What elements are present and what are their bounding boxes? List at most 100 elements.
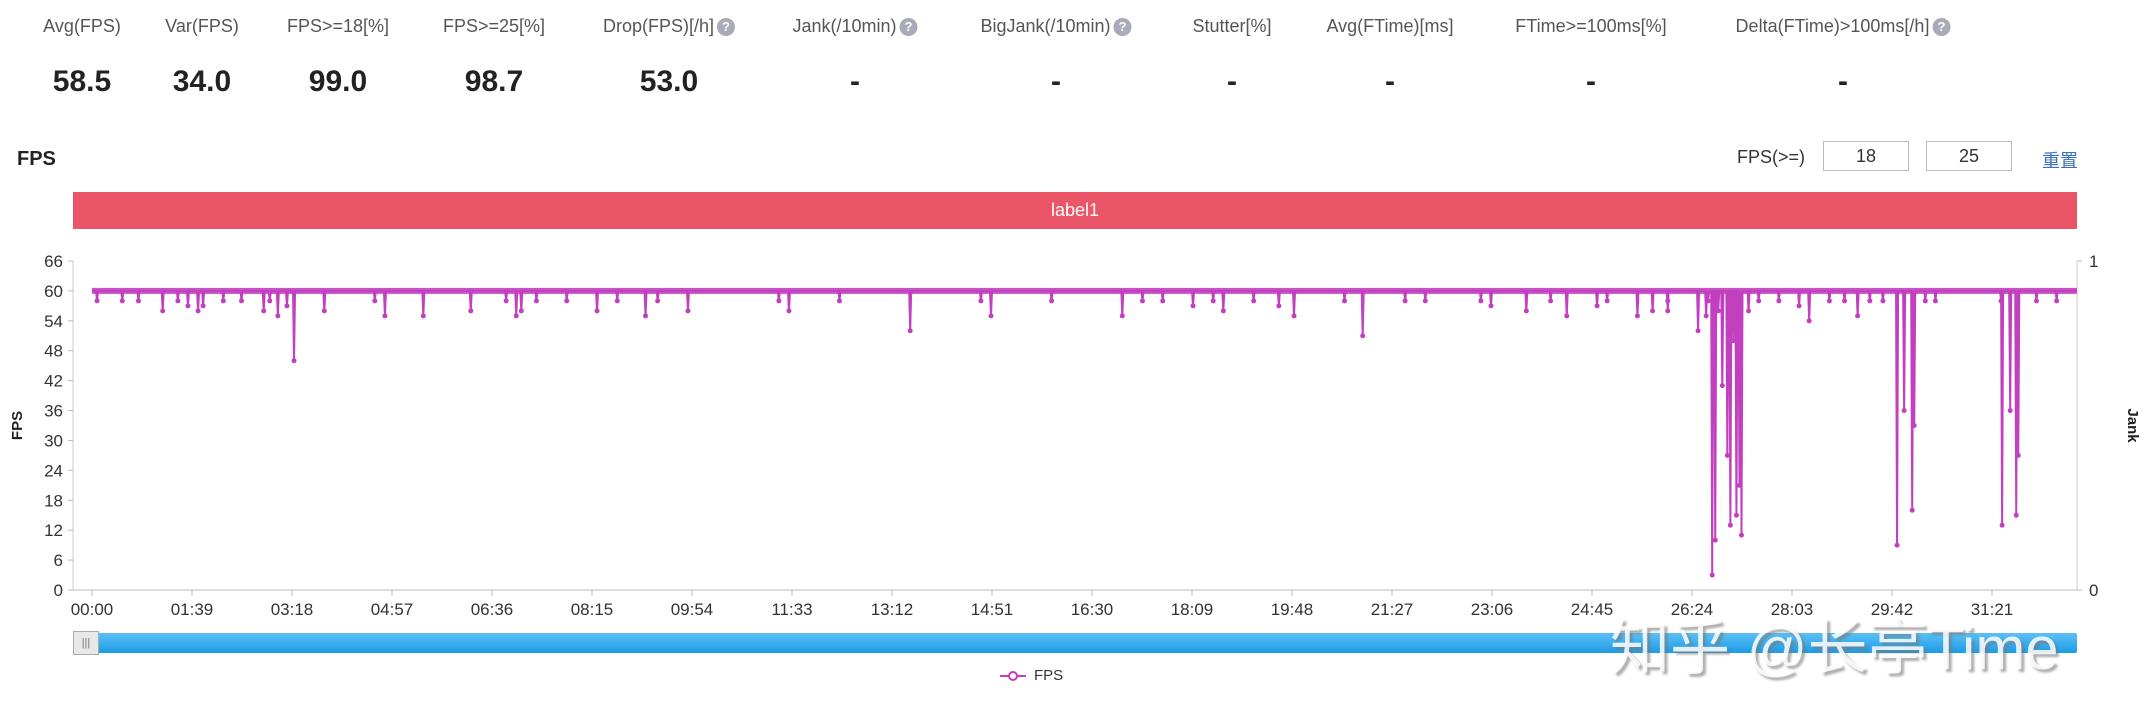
fps-point <box>564 298 570 304</box>
fps-point <box>1776 298 1782 304</box>
fps-point <box>1922 298 1928 304</box>
metric-value: - <box>1227 65 1237 98</box>
fps-point <box>1523 308 1529 314</box>
y-tick-label: 48 <box>44 342 63 361</box>
fps-point <box>1746 308 1752 314</box>
fps-point <box>321 308 327 314</box>
fps-point <box>655 298 661 304</box>
fps-point <box>1665 298 1671 304</box>
slider-handle[interactable]: ||| <box>73 631 99 655</box>
fps-point <box>1140 298 1146 304</box>
help-icon[interactable]: ? <box>1932 17 1951 36</box>
metric-9: FTime>=100ms[%] - <box>1515 16 1666 99</box>
metric-10: Delta(FTime)>100ms[/h]? - <box>1736 16 1951 99</box>
y-tick-label: 66 <box>44 252 63 271</box>
fps-point <box>119 298 125 304</box>
fps-point <box>94 298 100 304</box>
fps-point <box>1220 308 1226 314</box>
fps-point <box>1756 298 1762 304</box>
fps-point <box>372 298 378 304</box>
fps-point <box>1736 482 1742 488</box>
metric-label: Var(FPS) <box>165 16 239 37</box>
fps-point <box>1855 313 1861 319</box>
fps-point <box>1826 298 1832 304</box>
y-axis-title: FPS <box>9 411 26 440</box>
help-icon[interactable]: ? <box>1113 17 1132 36</box>
fps-point <box>1564 313 1570 319</box>
metric-1: Var(FPS) 34.0 <box>165 16 239 99</box>
fps-point <box>1210 298 1216 304</box>
metric-value: - <box>1051 65 1061 98</box>
metric-0: Avg(FPS) 58.5 <box>43 16 121 99</box>
y-tick-label: 6 <box>54 551 63 570</box>
fps-point <box>1724 452 1730 458</box>
label-bar[interactable]: label1 <box>73 192 2077 229</box>
fps-point <box>291 358 297 364</box>
x-tick-label: 11:33 <box>771 600 812 619</box>
fps-point <box>1695 328 1701 334</box>
fps-point <box>1665 308 1671 314</box>
fps-point <box>1650 308 1656 314</box>
y2-tick-label: 1 <box>2089 252 2098 271</box>
fps-point <box>420 313 426 319</box>
fps-point <box>275 313 281 319</box>
fps-threshold-1-input[interactable] <box>1823 141 1909 171</box>
metric-value: 58.5 <box>52 65 112 98</box>
metric-4: Drop(FPS)[/h]? 53.0 <box>603 16 736 99</box>
fps-point <box>1160 298 1166 304</box>
fps-chart: 0 6 12 18 24 30 36 42 48 54 60 66 0 1 00:00 01:39 03:18 0… <box>9 252 2141 619</box>
fps-point <box>614 298 620 304</box>
reset-link[interactable]: 重置 <box>2042 151 2078 171</box>
fps-point <box>1276 303 1282 309</box>
fps-point <box>2015 452 2021 458</box>
x-tick-label: 09:54 <box>671 600 714 619</box>
zoom-slider[interactable]: ||| <box>73 631 2077 655</box>
fps-point <box>1806 318 1812 324</box>
x-tick-label: 03:18 <box>271 600 314 619</box>
y-tick-label: 36 <box>44 402 63 421</box>
fps-point <box>185 303 191 309</box>
fps-point <box>200 303 206 309</box>
help-icon[interactable]: ? <box>899 17 918 36</box>
fps-point <box>1730 338 1736 344</box>
y-tick-label: 0 <box>54 581 63 600</box>
x-tick-label: 04:57 <box>371 600 414 619</box>
fps-point <box>786 308 792 314</box>
fps-point <box>776 298 782 304</box>
x-tick-label: 06:36 <box>471 600 514 619</box>
fps-point <box>160 308 166 314</box>
fps-point <box>1894 542 1900 548</box>
fps-point <box>643 313 649 319</box>
fps-point <box>135 298 141 304</box>
metric-value: - <box>1384 65 1395 98</box>
fps-point <box>1880 298 1886 304</box>
metric-label: Avg(FPS) <box>43 16 121 37</box>
x-tick-label: 26:24 <box>1671 600 1714 619</box>
fps-point <box>1488 303 1494 309</box>
fps-point <box>2007 408 2013 414</box>
fps-baseline-markers <box>92 287 2077 294</box>
legend[interactable]: FPS <box>1000 667 1063 684</box>
fps-point <box>1842 298 1848 304</box>
metric-value: 99.0 <box>308 65 368 98</box>
metric-value: - <box>1585 65 1596 98</box>
y-tick-label: 54 <box>44 312 63 331</box>
x-tick-label: 19:48 <box>1271 600 1314 619</box>
x-tick-label: 28:03 <box>1771 600 1814 619</box>
x-tick-label: 01:39 <box>171 600 214 619</box>
metric-3: FPS>=25[%] 98.7 <box>443 16 545 99</box>
fps-point <box>2054 298 2060 304</box>
fps-point <box>685 308 691 314</box>
fps-threshold-2-input[interactable] <box>1926 141 2012 171</box>
fps-point <box>1119 313 1125 319</box>
fps-point <box>1733 512 1739 518</box>
fps-point <box>2033 298 2039 304</box>
fps-point <box>503 298 509 304</box>
help-icon[interactable]: ? <box>717 17 736 36</box>
metric-value: - <box>1837 65 1848 98</box>
fps-point <box>1548 298 1554 304</box>
fps-point <box>1719 383 1725 389</box>
fps-point <box>1727 522 1733 528</box>
fps-point <box>1998 298 2004 304</box>
x-tick-label: 24:45 <box>1571 600 1614 619</box>
